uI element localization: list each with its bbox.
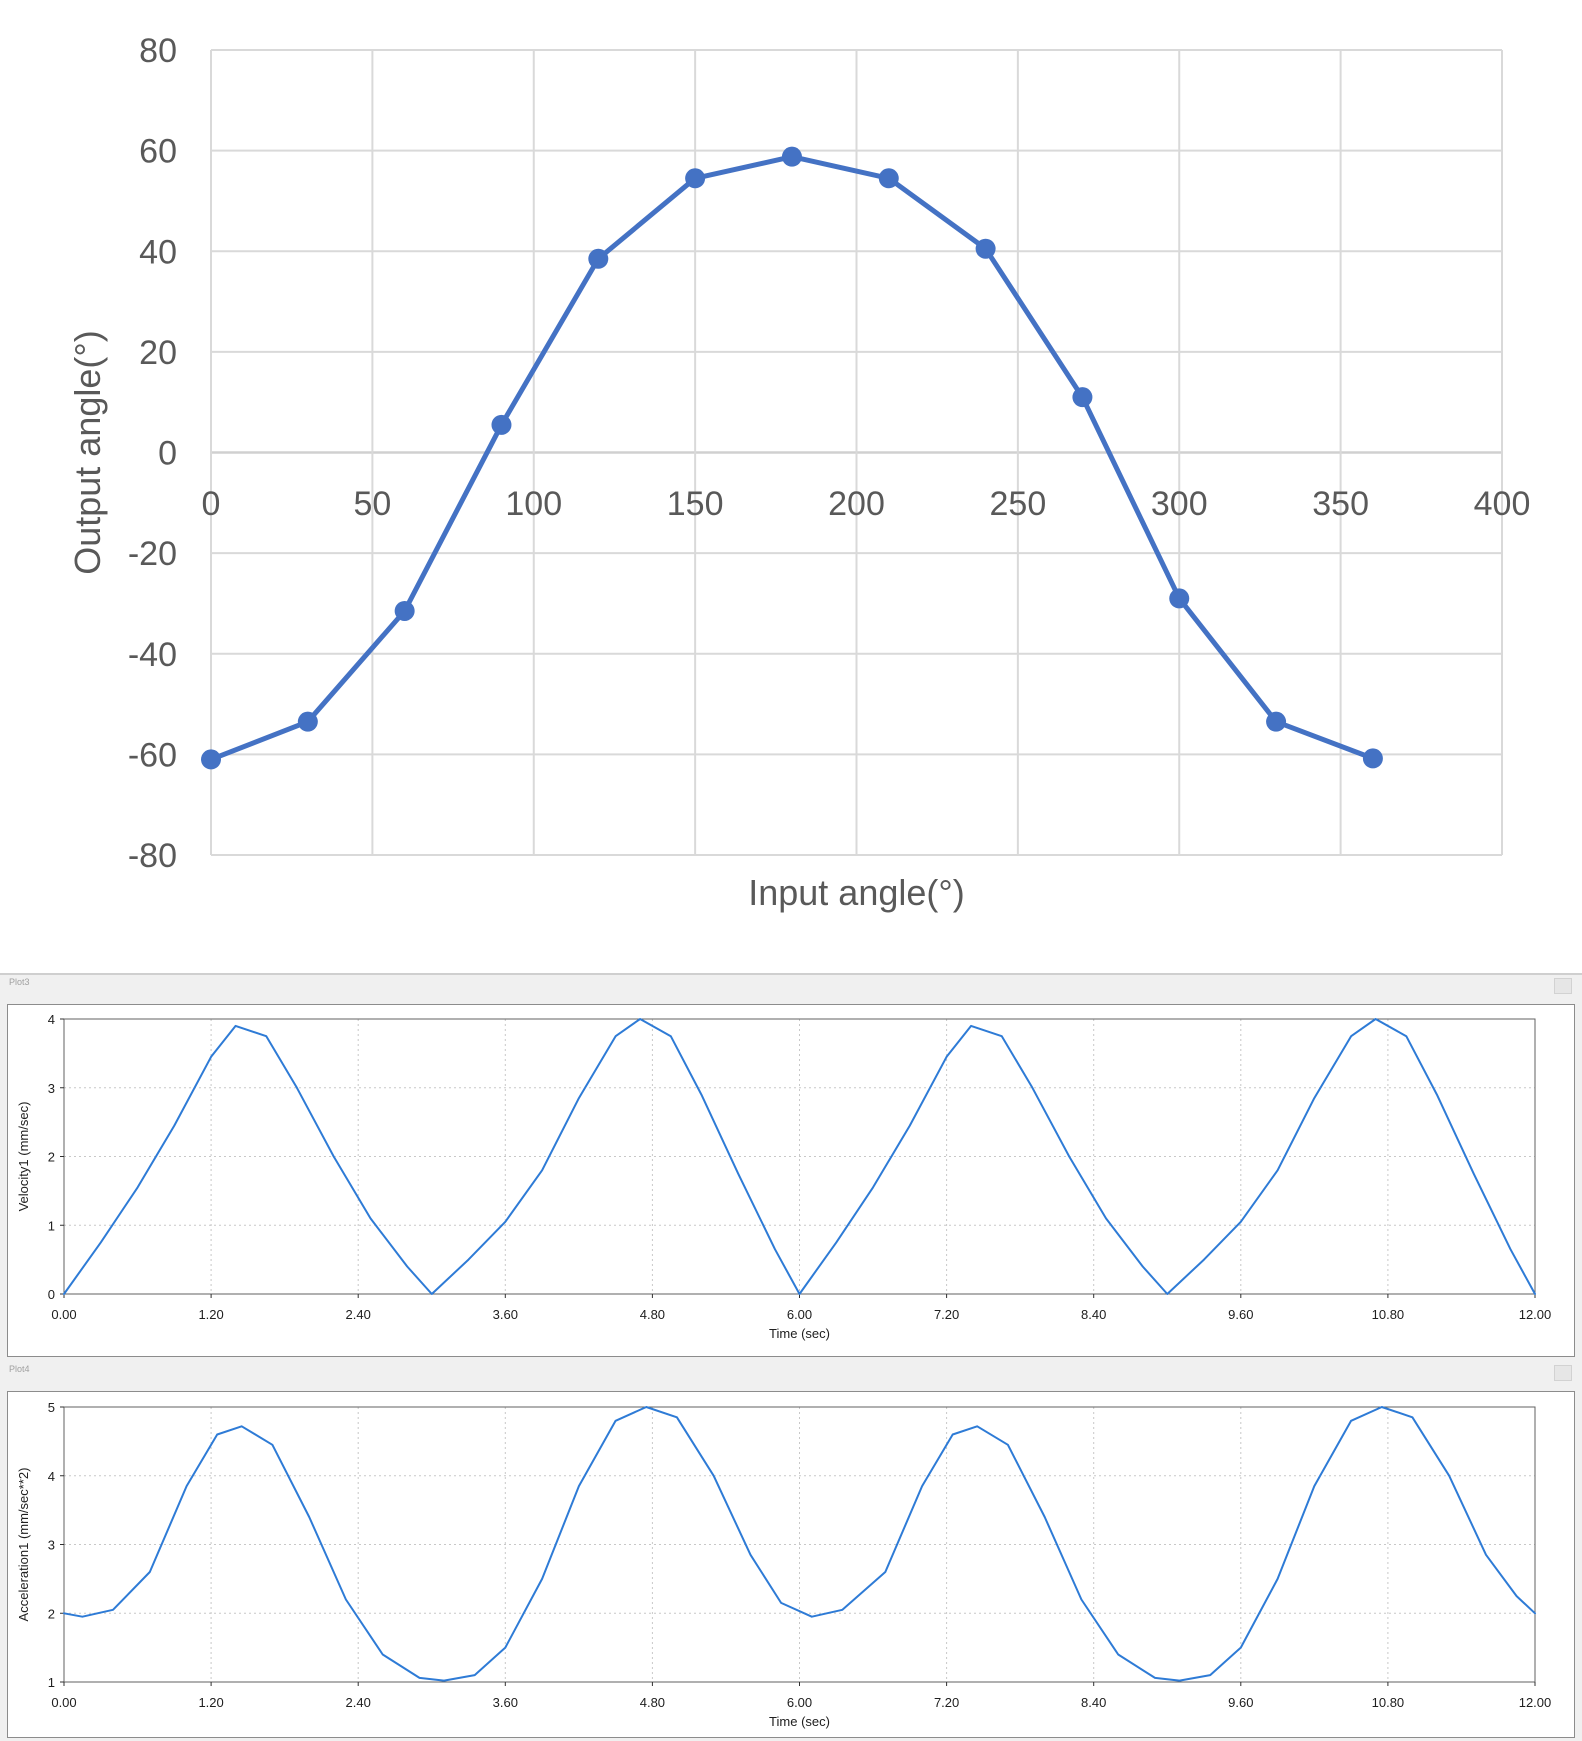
x-tick-label: 10.80 [1372,1307,1405,1322]
x-tick-label: 400 [1474,485,1531,523]
x-tick-label: 50 [353,485,391,523]
data-point [201,749,221,770]
x-tick-label: 3.60 [493,1307,518,1322]
x-tick-label: 10.80 [1372,1695,1405,1710]
panel-maximize-button[interactable] [1554,978,1572,994]
data-point [975,238,996,259]
x-tick-label: 0.00 [51,1695,76,1710]
y-tick-label: 5 [48,1400,55,1415]
x-tick-label: 8.40 [1081,1307,1106,1322]
y-tick-label: 3 [48,1081,55,1096]
x-tick-label: 2.40 [346,1307,371,1322]
data-point [878,168,899,189]
x-tick-label: 8.40 [1081,1695,1106,1710]
velocity-plot-panel: Plot3 0 1 2 3 4 0.00 1.20 2.40 3.60 4.80 6.00 7.20 8… [0,975,1582,1362]
x-tick-label: 100 [505,485,562,523]
x-tick-label: 2.40 [346,1695,371,1710]
x-tick-label: 150 [667,485,724,523]
series-line [208,154,1376,762]
y-tick-label: 0 [48,1287,55,1302]
output-angle-chart-panel: 80 60 40 20 0 -20 -40 -60 -80 0 50 100 150 200 250 300 3… [0,32,1582,975]
x-tick-label: 4.80 [640,1695,665,1710]
data-point [491,414,512,435]
y-tick-label: 2 [48,1606,55,1621]
data-point [588,248,609,269]
y-tick-label: 60 [139,133,177,171]
y-tick-label: 1 [48,1675,55,1690]
y-tick-label: 40 [139,233,177,271]
x-tick-label: 12.00 [1519,1307,1552,1322]
x-tick-label: 9.60 [1228,1695,1253,1710]
y-axis-title: Acceleration1 (mm/sec**2) [16,1468,31,1622]
x-tick-label: 1.20 [198,1307,223,1322]
x-tick-label: 350 [1312,485,1369,523]
data-point [1169,588,1190,609]
y-tick-label: 3 [48,1538,55,1553]
x-tick-label: 4.80 [640,1307,665,1322]
y-tick-label: 0 [158,435,177,473]
acceleration-plot-panel: Plot4 1 2 3 4 5 0.00 1.20 2.40 3.60 4.80 6.00 7.20 8… [0,1362,1582,1741]
y-tick-label: -60 [128,736,177,774]
x-tick-label: 300 [1151,485,1208,523]
y-tick-label: 20 [139,334,177,372]
y-tick-label: 80 [139,32,177,70]
data-point [394,600,415,621]
y-axis-title: Output angle(°) [67,330,108,575]
x-axis-title: Input angle(°) [748,872,965,913]
data-point [1362,748,1383,769]
x-tick-label: 7.20 [934,1307,959,1322]
x-tick-label: 6.00 [787,1307,812,1322]
series-line [63,1018,1536,1295]
x-tick-label: 1.20 [198,1695,223,1710]
panel-title: Plot4 [9,1364,30,1374]
x-tick-label: 250 [990,485,1047,523]
y-tick-label: -40 [128,636,177,674]
velocity-plot: 0 1 2 3 4 0.00 1.20 2.40 3.60 4.80 6.00 7.20 8.40 9.6… [16,1012,1552,1341]
y-axis-title: Velocity1 (mm/sec) [16,1102,31,1212]
y-tick-label: -80 [128,837,177,875]
x-tick-label: 200 [828,485,885,523]
data-point [297,711,318,732]
data-point [1072,387,1093,408]
y-tick-label: 4 [48,1012,55,1027]
x-tick-label: 0.00 [51,1307,76,1322]
data-point [685,168,706,189]
y-tick-label: 1 [48,1218,55,1233]
x-tick-label: 3.60 [493,1695,518,1710]
x-axis-title: Time (sec) [769,1714,830,1729]
panel-maximize-button[interactable] [1554,1365,1572,1381]
y-tick-label: 2 [48,1150,55,1165]
y-tick-label: -20 [128,535,177,573]
panel-title: Plot3 [9,977,30,987]
x-tick-label: 7.20 [934,1695,959,1710]
data-point [781,146,802,167]
x-tick-label: 0 [202,485,221,523]
data-point [1266,711,1287,732]
x-tick-label: 12.00 [1519,1695,1552,1710]
acceleration-plot-frame [7,1391,1575,1738]
x-tick-label: 6.00 [787,1695,812,1710]
x-tick-label: 9.60 [1228,1307,1253,1322]
velocity-plot-frame [7,1004,1575,1357]
y-tick-label: 4 [48,1469,55,1484]
x-axis-title: Time (sec) [769,1326,830,1341]
acceleration-plot: 1 2 3 4 5 0.00 1.20 2.40 3.60 4.80 6.00 7.20 8.40 9.6… [16,1400,1552,1729]
series-line [63,1406,1536,1682]
